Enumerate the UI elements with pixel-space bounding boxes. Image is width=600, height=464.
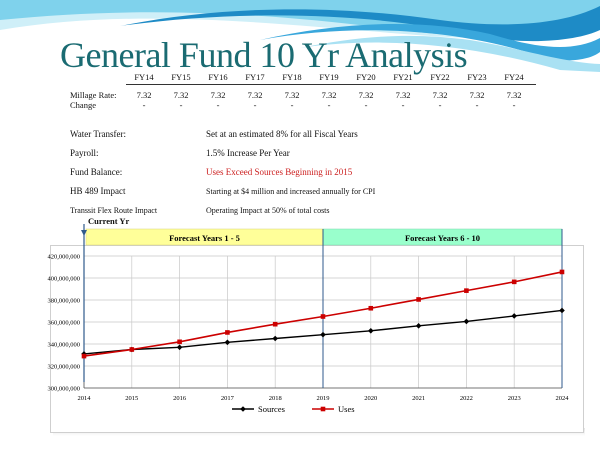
change-value: - xyxy=(290,100,294,110)
legend-label-sources: Sources xyxy=(258,404,285,414)
hb489-text: Starting at $4 million and increased ann… xyxy=(206,187,376,196)
fy-label: FY22 xyxy=(430,72,450,82)
fy-label: FY23 xyxy=(467,72,487,82)
change-value: - xyxy=(475,100,479,110)
y-tick-label: 380,000,000 xyxy=(48,298,81,305)
fy-label: FY16 xyxy=(208,72,228,82)
forecast-band-2-label: Forecast Years 6 - 10 xyxy=(405,233,480,243)
page-title: General Fund 10 Yr Analysis xyxy=(60,35,468,75)
water-transfer-text: Set at an estimated 8% for all Fiscal Ye… xyxy=(206,129,358,139)
water-transfer-label: Water Transfer: xyxy=(70,129,127,139)
transit-flex-text: Operating Impact at 50% of total costs xyxy=(206,206,330,215)
current-year-arrow xyxy=(81,230,87,236)
fy-label: FY18 xyxy=(282,72,302,82)
y-tick-label: 420,000,000 xyxy=(48,254,81,261)
fund-balance-text: Uses Exceed Sources Beginning in 2015 xyxy=(206,167,353,177)
change-value: - xyxy=(216,100,220,110)
data-point-uses xyxy=(320,314,326,319)
forecast-band-1-label: Forecast Years 1 - 5 xyxy=(169,233,240,243)
data-point-sources xyxy=(415,323,422,329)
legend-marker xyxy=(240,406,246,412)
x-tick-label: 2021 xyxy=(412,395,425,402)
data-point-uses xyxy=(81,353,87,359)
y-tick-label: 340,000,000 xyxy=(48,342,81,349)
fund-balance-label: Fund Balance: xyxy=(70,167,123,177)
data-point-sources xyxy=(272,335,278,342)
millage-rate-label: Millage Rate: xyxy=(70,90,117,100)
change-value: - xyxy=(253,100,257,110)
millage-value: 7.32 xyxy=(506,90,522,100)
x-tick-label: 2020 xyxy=(364,395,377,402)
data-point-sources xyxy=(559,307,565,314)
payroll-label: Payroll: xyxy=(70,148,99,158)
millage-value: 7.32 xyxy=(432,90,448,100)
header-wave-decoration xyxy=(0,0,600,72)
current-year-label: Current Yr xyxy=(88,216,130,226)
change-value: - xyxy=(438,100,442,110)
data-point-sources xyxy=(463,318,470,325)
legend-marker xyxy=(320,406,326,412)
change-value: - xyxy=(401,100,405,110)
millage-value: 7.32 xyxy=(395,90,411,100)
data-point-sources xyxy=(224,339,231,346)
data-point-sources xyxy=(320,331,326,338)
payroll-text: 1.5% Increase Per Year xyxy=(206,148,290,158)
data-point-uses xyxy=(272,321,278,327)
fy-label: FY15 xyxy=(171,72,191,82)
y-tick-label: 320,000,000 xyxy=(48,364,81,371)
data-point-uses xyxy=(559,269,565,275)
data-point-sources xyxy=(368,328,374,334)
data-point-sources xyxy=(511,313,517,319)
y-tick-label: 300,000,000 xyxy=(48,386,81,393)
fy-label: FY21 xyxy=(393,72,413,82)
x-tick-label: 2017 xyxy=(221,395,235,402)
millage-value: 7.32 xyxy=(136,90,152,100)
transit-flex-label: Transsit Flex Route Impact xyxy=(70,206,158,215)
x-tick-label: 2014 xyxy=(78,395,92,402)
x-tick-label: 2015 xyxy=(125,395,138,402)
x-tick-label: 2022 xyxy=(460,395,473,402)
fy-label: FY17 xyxy=(245,72,265,82)
x-tick-label: 2019 xyxy=(317,395,330,402)
data-point-sources xyxy=(176,344,183,351)
fy-label: FY19 xyxy=(319,72,339,82)
fy-label: FY14 xyxy=(134,72,154,82)
data-point-uses xyxy=(368,305,374,311)
millage-value: 7.32 xyxy=(247,90,263,100)
y-tick-label: 400,000,000 xyxy=(48,276,81,283)
millage-value: 7.32 xyxy=(284,90,300,100)
y-tick-label: 360,000,000 xyxy=(48,320,81,327)
fiscal-year-header-row: FY14 FY15 FY16 FY17 FY18 FY19 FY20 FY21 … xyxy=(126,72,536,85)
x-tick-label: 2024 xyxy=(556,395,570,402)
change-value: - xyxy=(327,100,331,110)
data-point-uses xyxy=(225,330,230,335)
chart-frame xyxy=(50,245,584,433)
fy-label: FY20 xyxy=(356,72,376,82)
millage-value: 7.32 xyxy=(321,90,337,100)
change-label: Change xyxy=(70,100,96,110)
hb489-label: HB 489 Impact xyxy=(70,186,126,196)
x-tick-label: 2018 xyxy=(269,395,282,402)
millage-value: 7.32 xyxy=(173,90,189,100)
change-value: - xyxy=(512,100,516,110)
data-point-uses xyxy=(511,279,517,285)
millage-rate-row: 7.32 7.32 7.32 7.32 7.32 7.32 7.32 7.32 … xyxy=(126,90,536,101)
change-row: - - - - - - - - - - - xyxy=(126,100,536,111)
millage-value: 7.32 xyxy=(210,90,226,100)
data-point-uses xyxy=(129,347,135,352)
legend-label-uses: Uses xyxy=(338,404,355,414)
millage-value: 7.32 xyxy=(358,90,374,100)
x-tick-label: 2016 xyxy=(173,395,187,402)
data-point-uses xyxy=(177,339,182,345)
millage-value: 7.32 xyxy=(469,90,485,100)
change-value: - xyxy=(364,100,368,110)
data-point-uses xyxy=(416,297,421,302)
change-value: - xyxy=(142,100,146,110)
change-value: - xyxy=(179,100,183,110)
x-tick-label: 2023 xyxy=(508,395,521,402)
data-point-uses xyxy=(464,288,469,293)
fy-label: FY24 xyxy=(504,72,524,82)
